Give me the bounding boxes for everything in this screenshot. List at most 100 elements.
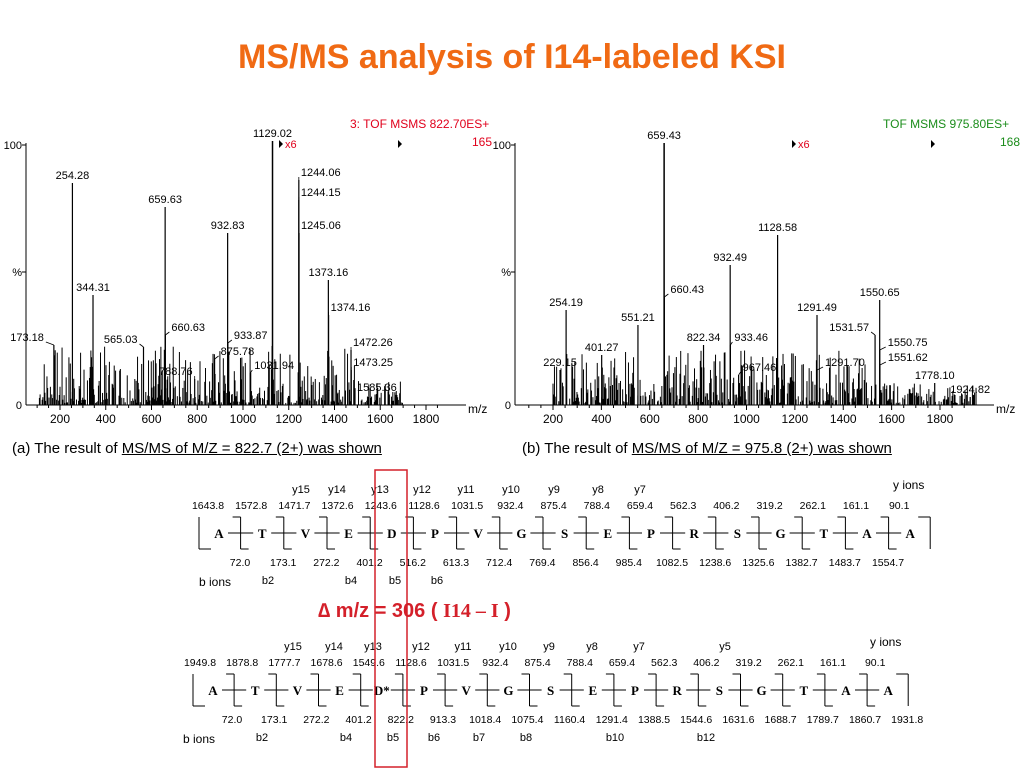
spectrum-a-peak-label: 1244.15: [301, 187, 341, 199]
spectrum-a-x-tick-label: 800: [187, 412, 207, 426]
spectrum-a-peak-leader: [165, 331, 170, 336]
spectrum-a-peak-leader: [139, 343, 144, 348]
ladder-bottom-y-value: 1777.7: [268, 657, 300, 669]
ladder-bottom-residue: S: [716, 683, 723, 698]
ladder-top-y-label: y10: [502, 484, 520, 496]
ladder-top-residue: V: [301, 526, 311, 541]
ladder-bottom-residue: P: [420, 683, 428, 698]
ladder-bottom-b-label: b6: [428, 732, 440, 744]
ladder-top-b-ions-label: b ions: [199, 575, 231, 589]
ladder-bottom-residue: A: [208, 683, 218, 698]
spectrum-a-x-tick-label: 400: [96, 412, 116, 426]
ladder-bottom-residue: G: [757, 683, 767, 698]
ladder-bottom-y-value: 406.2: [693, 657, 719, 669]
spectrum-b-peak-label: 551.21: [621, 312, 655, 324]
spectrum-b-x-tick-label: 200: [543, 412, 563, 426]
caption-b: (b) The result of MS/MS of M/Z = 975.8 (…: [522, 440, 892, 457]
ladder-top-y-value: 1128.6: [408, 500, 439, 512]
ladder-top-residue: T: [819, 526, 828, 541]
ladder-bottom-b-value: 1631.6: [722, 714, 754, 726]
ladder-bottom-b-label: b4: [340, 732, 352, 744]
ladder-bottom-residue: T: [799, 683, 808, 698]
ladder-top-y-label: y8: [592, 484, 604, 496]
ladder-bottom-y-value: 932.4: [482, 657, 508, 669]
caption-b-underlined: MS/MS of M/Z = 975.8 (2+) was shown: [631, 440, 892, 457]
ladder-bottom-y-value: 1128.6: [395, 657, 426, 669]
ladder-bottom-b-value: 1291.4: [596, 714, 628, 726]
ladder-top-b-label: b6: [431, 575, 443, 587]
slide-title: MS/MS analysis of I14-labeled KSI: [238, 38, 786, 76]
ladder-bottom-y-value: 161.1: [820, 657, 846, 669]
spectrum-b-peak-label: 1551.62: [888, 352, 928, 364]
spectrum-a-peak-leader: [45, 341, 55, 346]
ladder-bottom-y-value: 1878.8: [226, 657, 258, 669]
spectrum-a-peak-leader: [249, 369, 253, 374]
spectrum-b-x-tick-label: 1200: [782, 412, 809, 426]
ladder-top-y-value: 1031.5: [451, 500, 483, 512]
spectrum-a-header-arrow: [398, 140, 402, 148]
ladder-bottom-b-value: 272.2: [303, 714, 329, 726]
spectrum-a-peak-label: 1374.16: [331, 302, 371, 314]
ladder-bottom-b-value: 72.0: [222, 714, 243, 726]
spectrum-a-peak-label: 660.63: [171, 322, 205, 334]
spectrum-b-peak-label: 1778.10: [915, 370, 955, 382]
ladder-bottom-y-value: 1549.6: [353, 657, 385, 669]
spectrum-a-peak-leader: [214, 355, 219, 360]
spectrum-b-header-value: 168: [1000, 135, 1020, 149]
ladder-bottom-b-value: 173.1: [261, 714, 287, 726]
ladder-bottom-y-value: 262.1: [778, 657, 804, 669]
spectrum-b-y-label-mid: %: [501, 267, 511, 279]
spectrum-b-peak-label: 1291.70: [825, 357, 865, 369]
spectrum-a-peak-leader: [227, 339, 233, 344]
ladder-bottom-y-value: 1031.5: [437, 657, 469, 669]
ladder-top-b-value: 985.4: [616, 557, 642, 569]
ladder-bottom-y-label: y10: [499, 641, 517, 653]
caption-b-prefix: (b) The result of: [522, 440, 632, 457]
ladder-top-y-value: 1471.7: [278, 500, 310, 512]
spectrum-b-peak-label: 1128.58: [758, 222, 797, 234]
caption-a-underlined: MS/MS of M/Z = 822.7 (2+) was shown: [121, 440, 382, 457]
ladder-bottom-residue: E: [335, 683, 344, 698]
spectrum-a-peak-label: 173.18: [10, 332, 44, 344]
spectrum-a-y-label-bottom: 0: [16, 400, 22, 412]
ladder-top-b-value: 712.4: [486, 557, 512, 569]
spectrum-a-peak-label: 1031.94: [254, 360, 294, 372]
spectrum-b-peak-leader: [816, 366, 824, 371]
ladder-bottom-b-value: 913.3: [430, 714, 456, 726]
ladder-bottom-y-value: 1949.8: [184, 657, 216, 669]
ladder-top-residue: V: [474, 526, 484, 541]
ladder-top-residue: S: [561, 526, 568, 541]
ladder-bottom-residue: V: [462, 683, 472, 698]
spectrum-b-peak-label: 401.27: [585, 342, 619, 354]
ladder-top-residue: E: [344, 526, 353, 541]
ladder-top-residue: G: [776, 526, 786, 541]
spectrum-b-x-tick-label: 600: [640, 412, 660, 426]
spectrum-b-peak-label: 933.46: [734, 332, 768, 344]
ladder-top-b-label: b4: [345, 575, 357, 587]
spectrum-a-peak-label: 1244.06: [301, 167, 341, 179]
spectrum-b-x-tick-label: 1400: [830, 412, 857, 426]
spectrum-a-x-tick-label: 200: [50, 412, 70, 426]
ladder-top-b-value: 1082.5: [656, 557, 688, 569]
ladder-bottom-y-label: y14: [325, 641, 343, 653]
ladder-top-residue: P: [431, 526, 439, 541]
spectrum-a-x-tick-label: 1200: [275, 412, 302, 426]
ladder-bottom-y-value: 659.4: [609, 657, 635, 669]
ladder-bottom-y-label: y15: [284, 641, 302, 653]
spectrum-b-peak-label: 1924.82: [950, 384, 990, 396]
ladder-bottom-y-value: 875.4: [524, 657, 550, 669]
ladder-bottom-residue: E: [588, 683, 597, 698]
ladder-bottom-y-value: 788.4: [567, 657, 593, 669]
ladder-top-b-value: 516.2: [400, 557, 426, 569]
ladder-bottom-y-label: y5: [719, 641, 731, 653]
ladder-bottom-residue: V: [293, 683, 303, 698]
spectrum-b-y-label-top: 100: [493, 140, 511, 152]
spectrum-a-y-label-top: 100: [4, 140, 22, 152]
ladder-bottom-residue: A: [841, 683, 851, 698]
ladder-top-y-value: 406.2: [713, 500, 739, 512]
ladder-bottom-y-value: 1678.6: [311, 657, 343, 669]
ladder-top-residue: G: [516, 526, 526, 541]
ladder-bottom-b-label: b2: [256, 732, 268, 744]
ladder-top-y-value: 161.1: [843, 500, 869, 512]
spectrum-b-peak-label: 1291.49: [797, 302, 837, 314]
